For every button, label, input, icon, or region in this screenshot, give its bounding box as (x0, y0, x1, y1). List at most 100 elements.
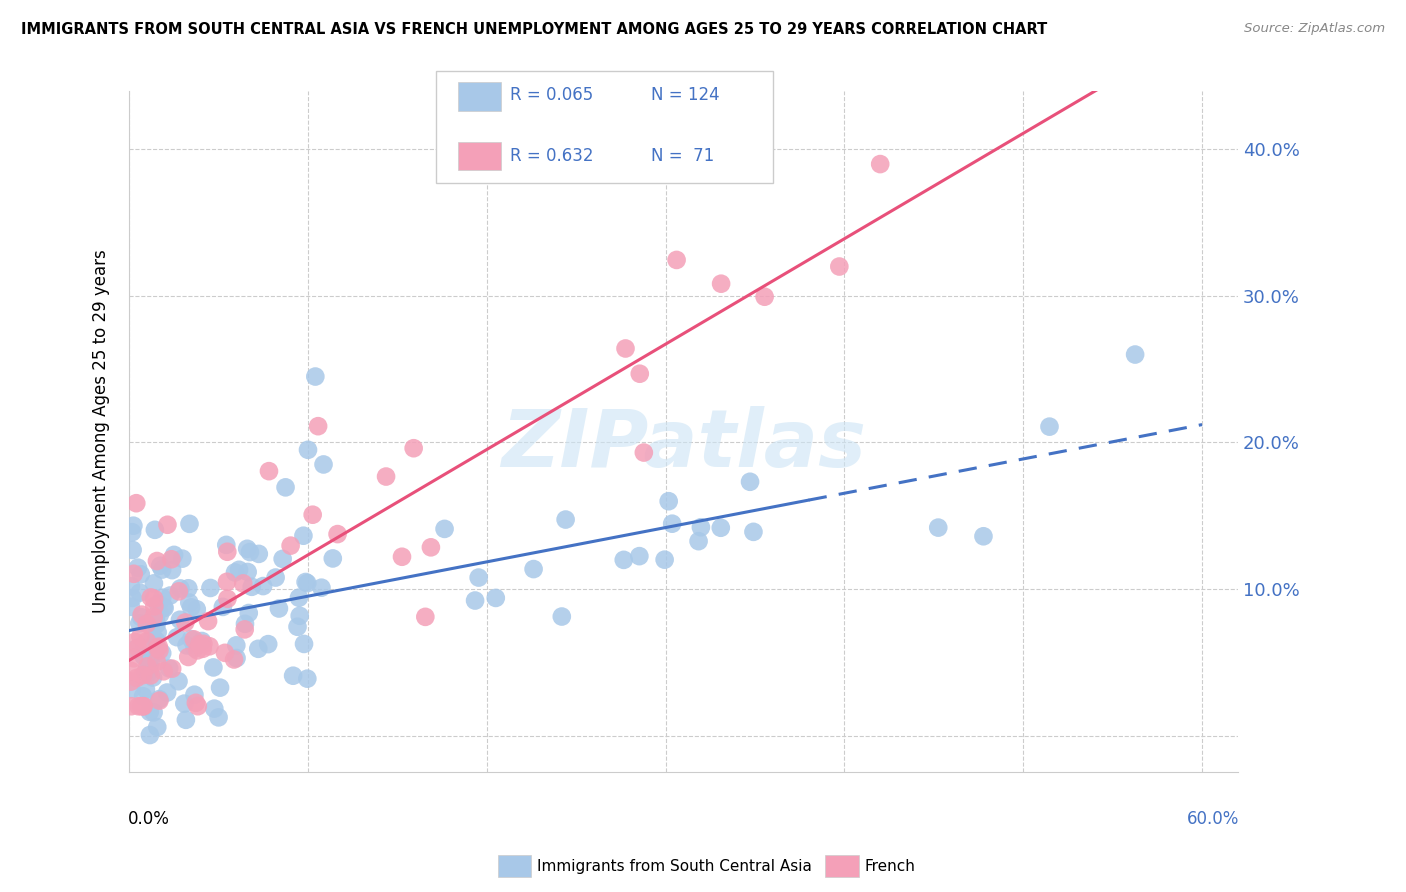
Point (297, 576, 319, 591)
Text: R = 0.065: R = 0.065 (510, 87, 593, 104)
Text: 60.0%: 60.0% (1187, 810, 1239, 828)
Point (120, 599, 142, 614)
Point (710, 521, 733, 535)
Point (131, 607, 153, 622)
Point (523, 562, 546, 576)
Point (297, 442, 319, 457)
Point (122, 518, 145, 533)
Point (280, 539, 302, 553)
Point (152, 665, 174, 679)
Point (233, 623, 256, 637)
Point (628, 549, 651, 563)
Point (148, 643, 170, 657)
Point (193, 637, 215, 651)
Point (138, 659, 160, 673)
Point (292, 529, 315, 543)
Point (188, 637, 211, 651)
Point (228, 563, 250, 577)
Point (149, 607, 172, 622)
Point (274, 480, 297, 494)
Point (135, 616, 157, 631)
Point (128, 616, 150, 631)
Point (202, 660, 225, 674)
Point (142, 706, 165, 720)
Point (129, 567, 152, 582)
Point (153, 601, 176, 615)
Point (654, 552, 676, 566)
Point (125, 496, 148, 510)
Point (927, 520, 949, 534)
Point (292, 637, 315, 651)
Point (174, 713, 197, 727)
Point (173, 697, 195, 711)
Point (127, 560, 149, 574)
Point (710, 277, 733, 291)
Point (240, 580, 263, 594)
Point (139, 728, 162, 742)
Point (869, 157, 891, 171)
Point (972, 529, 994, 543)
Point (183, 688, 205, 702)
Point (271, 552, 294, 566)
Point (135, 682, 157, 697)
Point (127, 640, 149, 655)
Point (191, 634, 214, 648)
Point (145, 633, 167, 648)
Point (198, 640, 221, 654)
Point (160, 662, 183, 676)
Point (132, 690, 155, 704)
Point (160, 552, 183, 566)
Point (148, 640, 170, 654)
Point (177, 582, 200, 596)
Point (176, 638, 198, 652)
Point (145, 611, 167, 625)
Point (391, 549, 413, 564)
Point (146, 655, 169, 669)
Point (167, 584, 190, 599)
Point (297, 672, 319, 686)
Point (120, 579, 142, 593)
Point (157, 661, 180, 675)
Point (633, 445, 655, 459)
Point (120, 674, 142, 689)
Point (658, 494, 681, 508)
Text: Source: ZipAtlas.com: Source: ZipAtlas.com (1244, 22, 1385, 36)
Point (238, 606, 260, 620)
Point (149, 558, 172, 573)
Point (225, 638, 247, 652)
Text: IMMIGRANTS FROM SOUTH CENTRAL ASIA VS FRENCH UNEMPLOYMENT AMONG AGES 25 TO 29 YE: IMMIGRANTS FROM SOUTH CENTRAL ASIA VS FR… (21, 22, 1047, 37)
Point (828, 260, 851, 274)
Point (146, 641, 169, 656)
Point (150, 563, 173, 577)
Point (215, 538, 238, 552)
Point (125, 671, 148, 685)
Point (217, 591, 239, 606)
Point (252, 579, 274, 593)
Text: ZIPatlas: ZIPatlas (501, 406, 866, 484)
Point (267, 601, 290, 615)
Point (1123, 347, 1146, 361)
Point (142, 671, 165, 685)
Text: 0.0%: 0.0% (128, 810, 170, 828)
Point (121, 525, 143, 540)
Point (142, 610, 165, 624)
Point (163, 548, 186, 562)
Point (665, 252, 688, 267)
Point (128, 585, 150, 599)
Point (232, 576, 254, 591)
Point (551, 609, 574, 624)
Point (122, 566, 145, 581)
Point (132, 649, 155, 664)
Point (215, 574, 238, 589)
Point (322, 551, 344, 566)
Point (186, 602, 208, 616)
Point (257, 464, 280, 478)
Point (142, 630, 165, 644)
Point (614, 342, 637, 356)
Point (156, 517, 179, 532)
Point (132, 668, 155, 682)
Point (307, 419, 329, 434)
Point (294, 574, 316, 589)
Point (136, 659, 159, 673)
Point (312, 458, 335, 472)
